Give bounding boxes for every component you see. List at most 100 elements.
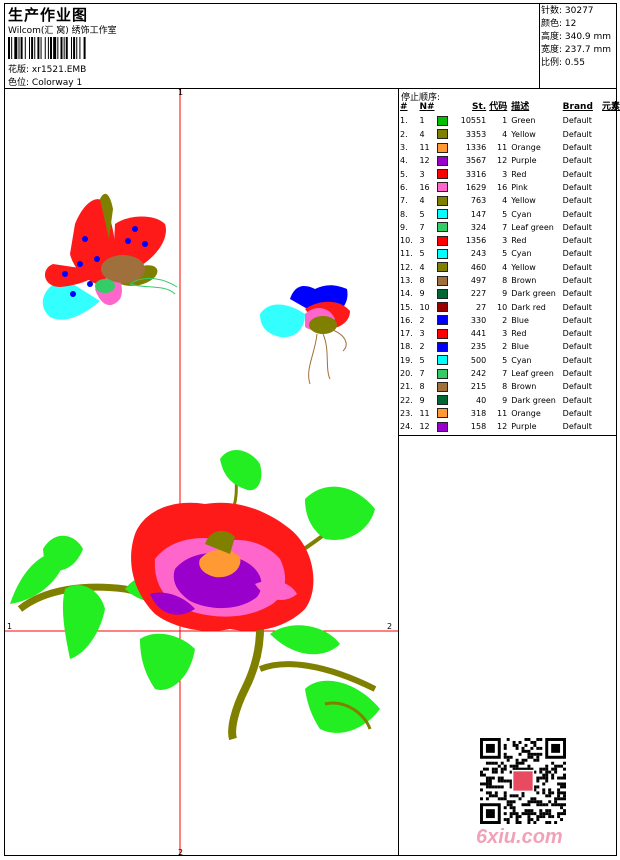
row-description: Cyan xyxy=(511,249,532,259)
table-row: 1. 1 10551 1 Green Default xyxy=(400,114,620,127)
table-row: 22. 9 40 9 Dark green Default xyxy=(400,394,620,407)
row-stitches: 330 xyxy=(470,315,487,325)
color-swatch xyxy=(437,368,449,379)
row-index: 11. xyxy=(400,249,413,259)
row-index: 6. xyxy=(400,182,408,192)
row-description: Leaf green xyxy=(511,222,554,232)
col-header-code: 代码 xyxy=(489,102,508,113)
color-swatch xyxy=(437,408,449,419)
row-description: Red xyxy=(511,236,527,246)
col-header-element: 元素 xyxy=(601,102,620,113)
row-stitches: 3316 xyxy=(465,169,487,179)
row-needle: 5 xyxy=(419,209,425,219)
row-code: 8 xyxy=(502,276,508,285)
row-brand: Default xyxy=(562,182,592,192)
row-stitches: 158 xyxy=(470,422,487,432)
colorway-label: 色位: xyxy=(8,78,30,88)
row-swatch xyxy=(437,247,451,260)
row-stitches: 324 xyxy=(470,222,487,232)
row-brand: Default xyxy=(562,315,592,325)
table-row: 2. 4 3353 4 Yellow Default xyxy=(400,128,620,141)
row-index: 14. xyxy=(400,289,413,299)
row-code: 10 xyxy=(497,302,508,312)
row-swatch xyxy=(437,314,451,327)
row-brand: Default xyxy=(562,169,592,179)
row-swatch xyxy=(437,234,451,247)
table-row: 23. 11 318 11 Orange Default xyxy=(400,407,620,420)
row-brand: Default xyxy=(562,129,592,139)
row-swatch xyxy=(437,114,451,127)
row-description: Orange xyxy=(511,408,541,418)
row-swatch xyxy=(437,194,451,207)
color-swatch xyxy=(437,169,449,180)
row-code: 4 xyxy=(502,129,508,139)
color-swatch xyxy=(437,328,449,339)
table-row: 19. 5 500 5 Cyan Default xyxy=(400,354,620,367)
row-index: 12. xyxy=(400,262,413,272)
row-brand: Default xyxy=(562,289,592,299)
row-brand: Default xyxy=(562,156,592,166)
row-swatch xyxy=(437,221,451,234)
row-swatch xyxy=(437,394,451,407)
col-header-stitches: St. xyxy=(472,102,487,113)
table-header-row: # N# St. 代码 描述 Brand 元素 xyxy=(400,101,620,114)
row-swatch xyxy=(437,154,451,167)
row-needle: 1 xyxy=(419,116,425,126)
color-swatch xyxy=(437,275,449,286)
pattern-info: 花版: xr1521.EMB xyxy=(8,62,86,75)
row-description: Brown xyxy=(511,382,537,392)
large-butterfly xyxy=(42,193,178,320)
color-swatch xyxy=(437,381,449,392)
row-swatch xyxy=(437,274,451,287)
row-index: 8. xyxy=(400,209,408,219)
row-swatch xyxy=(437,420,451,433)
row-swatch xyxy=(437,167,451,180)
row-needle: 8 xyxy=(419,382,425,392)
row-brand: Default xyxy=(562,342,592,352)
row-stitches: 318 xyxy=(470,408,487,418)
table-row: 17. 3 441 3 Red Default xyxy=(400,327,620,340)
row-needle: 7 xyxy=(419,222,425,232)
row-brand: Default xyxy=(562,408,592,418)
row-needle: 16 xyxy=(419,182,430,192)
row-stitches: 1356 xyxy=(465,236,487,246)
row-needle: 10 xyxy=(419,302,430,312)
row-needle: 3 xyxy=(419,236,425,246)
row-needle: 8 xyxy=(419,276,425,285)
row-description: Green xyxy=(511,116,536,126)
row-needle: 5 xyxy=(419,249,425,259)
row-index: 16. xyxy=(400,315,413,325)
row-code: 7 xyxy=(502,222,508,232)
row-stitches: 500 xyxy=(470,355,487,365)
row-code: 5 xyxy=(502,249,508,259)
row-stitches: 441 xyxy=(470,329,487,339)
col-header-number: N# xyxy=(419,102,435,113)
row-code: 3 xyxy=(502,236,508,246)
row-description: Brown xyxy=(511,276,537,285)
row-swatch xyxy=(437,207,451,220)
row-stitches: 497 xyxy=(470,276,487,285)
row-brand: Default xyxy=(562,222,592,232)
row-description: Dark green xyxy=(511,289,556,299)
row-stitches: 235 xyxy=(470,342,487,352)
table-row: 8. 5 147 5 Cyan Default xyxy=(400,207,620,220)
color-swatch xyxy=(437,248,449,259)
row-brand: Default xyxy=(562,276,592,285)
table-row: 20. 7 242 7 Leaf green Default xyxy=(400,367,620,380)
document-frame xyxy=(4,3,617,856)
row-stitches: 1336 xyxy=(465,143,487,153)
row-index: 3. xyxy=(400,143,408,153)
row-code: 4 xyxy=(502,196,508,206)
row-brand: Default xyxy=(562,209,592,219)
row-description: Yellow xyxy=(511,262,536,272)
row-code: 11 xyxy=(497,408,508,418)
row-stitches: 1629 xyxy=(465,182,487,192)
table-row: 13. 8 497 8 Brown Default xyxy=(400,274,620,287)
main-divider xyxy=(398,88,399,856)
row-brand: Default xyxy=(562,196,592,206)
row-index: 22. xyxy=(400,395,413,405)
row-description: Pink xyxy=(511,182,528,192)
row-code: 4 xyxy=(502,262,508,272)
row-swatch xyxy=(437,327,451,340)
table-row: 7. 4 763 4 Yellow Default xyxy=(400,194,620,207)
